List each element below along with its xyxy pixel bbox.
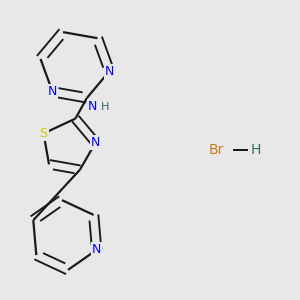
Text: Br: Br	[209, 143, 224, 157]
Text: H: H	[101, 102, 110, 112]
Text: N: N	[91, 136, 100, 149]
Text: N: N	[92, 243, 101, 256]
Text: N: N	[48, 85, 57, 98]
Text: N: N	[88, 100, 98, 113]
Text: H: H	[251, 143, 261, 157]
Text: S: S	[40, 127, 48, 140]
Text: N: N	[105, 64, 114, 78]
